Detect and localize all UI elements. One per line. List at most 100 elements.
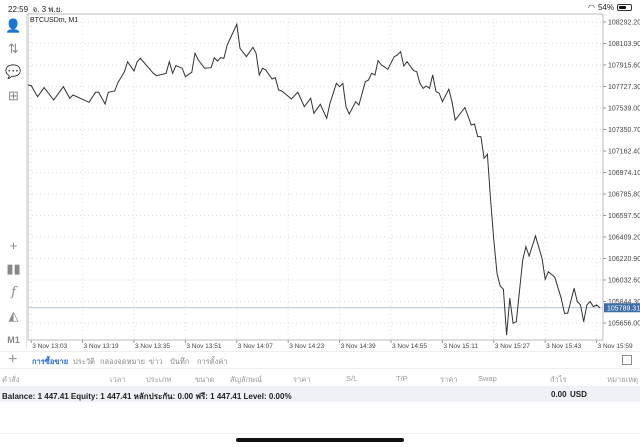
y-tick-label: 106032.60 [608, 277, 640, 284]
trade-arrows-icon[interactable]: ⇅ [8, 41, 19, 56]
indicators-icon[interactable]: f [11, 284, 16, 300]
price-point [429, 87, 430, 89]
account-icon[interactable]: 👤 [5, 18, 22, 33]
price-point [339, 86, 340, 88]
x-tick-label: 3 Nov 15:43 [546, 343, 581, 350]
tab-history[interactable]: ประวัติ [73, 357, 95, 366]
price-point [599, 307, 601, 309]
price-point [191, 71, 193, 73]
price-point [274, 77, 276, 79]
wifi-icon: ◠ [588, 3, 595, 12]
objects-icon[interactable]: ◭ [8, 308, 19, 323]
col-symbol: สัญลักษณ์ [230, 375, 263, 384]
price-point [425, 85, 427, 87]
price-point [589, 301, 591, 303]
price-point [451, 101, 453, 103]
price-point [567, 312, 569, 314]
status-bar: 22:59 จ. 3 พ.ย. ◠ 54% [0, 0, 640, 14]
price-point [364, 81, 366, 83]
price-point [377, 60, 379, 62]
col-tp: T/P [396, 374, 408, 383]
price-point [573, 287, 575, 289]
layout-icon[interactable] [622, 355, 632, 365]
price-point [483, 157, 485, 159]
price-point [406, 61, 408, 63]
price-point [69, 97, 71, 99]
price-point [348, 113, 350, 115]
x-tick-label: 3 Nov 13:03 [32, 343, 67, 350]
price-point [62, 86, 64, 88]
price-point [30, 85, 32, 86]
price-point [133, 70, 135, 72]
y-tick-label: 105844.30 [608, 299, 640, 306]
price-point [528, 255, 530, 257]
price-point [368, 79, 369, 81]
price-point [499, 285, 501, 287]
col-sl: S/L [346, 374, 358, 383]
price-point [27, 84, 29, 86]
price-point [297, 91, 299, 93]
candles-icon[interactable]: ▮▮ [6, 261, 21, 276]
plot-area[interactable] [27, 13, 604, 341]
timeframe-button[interactable]: M1 [7, 335, 20, 345]
price-point [252, 46, 254, 48]
col-order: คำสั่ง [2, 375, 20, 384]
price-point [152, 72, 154, 74]
price-point [435, 91, 437, 93]
y-tick-label: 106974.10 [608, 170, 640, 177]
crosshair-icon[interactable]: + [9, 237, 18, 253]
chat-icon[interactable]: 💬 [5, 64, 22, 79]
price-point [564, 312, 565, 314]
y-tick-label: 106220.90 [608, 256, 640, 263]
price-point [265, 69, 267, 71]
price-point [291, 98, 292, 100]
price-point [522, 259, 524, 261]
price-point [397, 54, 398, 56]
price-point [107, 91, 109, 93]
price-point [239, 47, 241, 49]
price-point [220, 57, 222, 59]
tab-journal[interactable]: บันทึก [170, 357, 190, 366]
price-point [596, 304, 597, 306]
status-right: ◠ 54% [588, 3, 632, 12]
price-point [525, 246, 527, 248]
price-point [547, 271, 549, 273]
price-point [509, 297, 511, 299]
price-point [303, 106, 305, 108]
tab-trade[interactable]: การซื้อขาย [32, 357, 69, 366]
battery-fill [619, 6, 627, 9]
x-tick-label: 3 Nov 14:07 [238, 343, 273, 350]
price-point [236, 23, 238, 25]
price-chart[interactable]: 108292.20 108103.90 107915.60 107727.30 1075… [0, 0, 640, 352]
y-tick-label: 107350.70 [608, 127, 640, 134]
col-type: ประเภท [146, 375, 172, 384]
price-point [503, 288, 504, 290]
price-point [474, 123, 475, 125]
new-document-icon[interactable]: ⊞ [8, 88, 19, 103]
price-point [496, 272, 498, 274]
home-indicator[interactable] [236, 438, 404, 442]
col-time: เวลา [110, 375, 126, 384]
price-point [448, 88, 450, 90]
tab-news[interactable]: ข่าว [149, 357, 163, 366]
price-point [165, 72, 167, 74]
col-current-price: ราคา [440, 375, 458, 384]
price-point [393, 56, 395, 58]
price-point [194, 52, 196, 54]
price-point [544, 278, 546, 280]
x-tick-label: 3 Nov 15:59 [598, 343, 633, 350]
price-point [464, 107, 466, 109]
price-point [413, 70, 414, 72]
tab-mailbox[interactable]: กล่องจดหมาย [100, 357, 146, 366]
price-point [477, 136, 479, 138]
x-tick-label: 3 Nov 14:39 [341, 343, 376, 350]
col-price: ราคา [293, 375, 311, 384]
x-tick-label: 3 Nov 14:55 [392, 343, 427, 350]
price-point [422, 87, 424, 89]
y-tick-label: 107727.30 [608, 84, 640, 91]
price-point [319, 103, 321, 105]
add-icon[interactable]: + [8, 351, 18, 368]
tab-settings[interactable]: การตั้งค่า [197, 357, 228, 366]
y-tick-label: 108103.90 [608, 41, 640, 48]
price-point [326, 117, 328, 119]
